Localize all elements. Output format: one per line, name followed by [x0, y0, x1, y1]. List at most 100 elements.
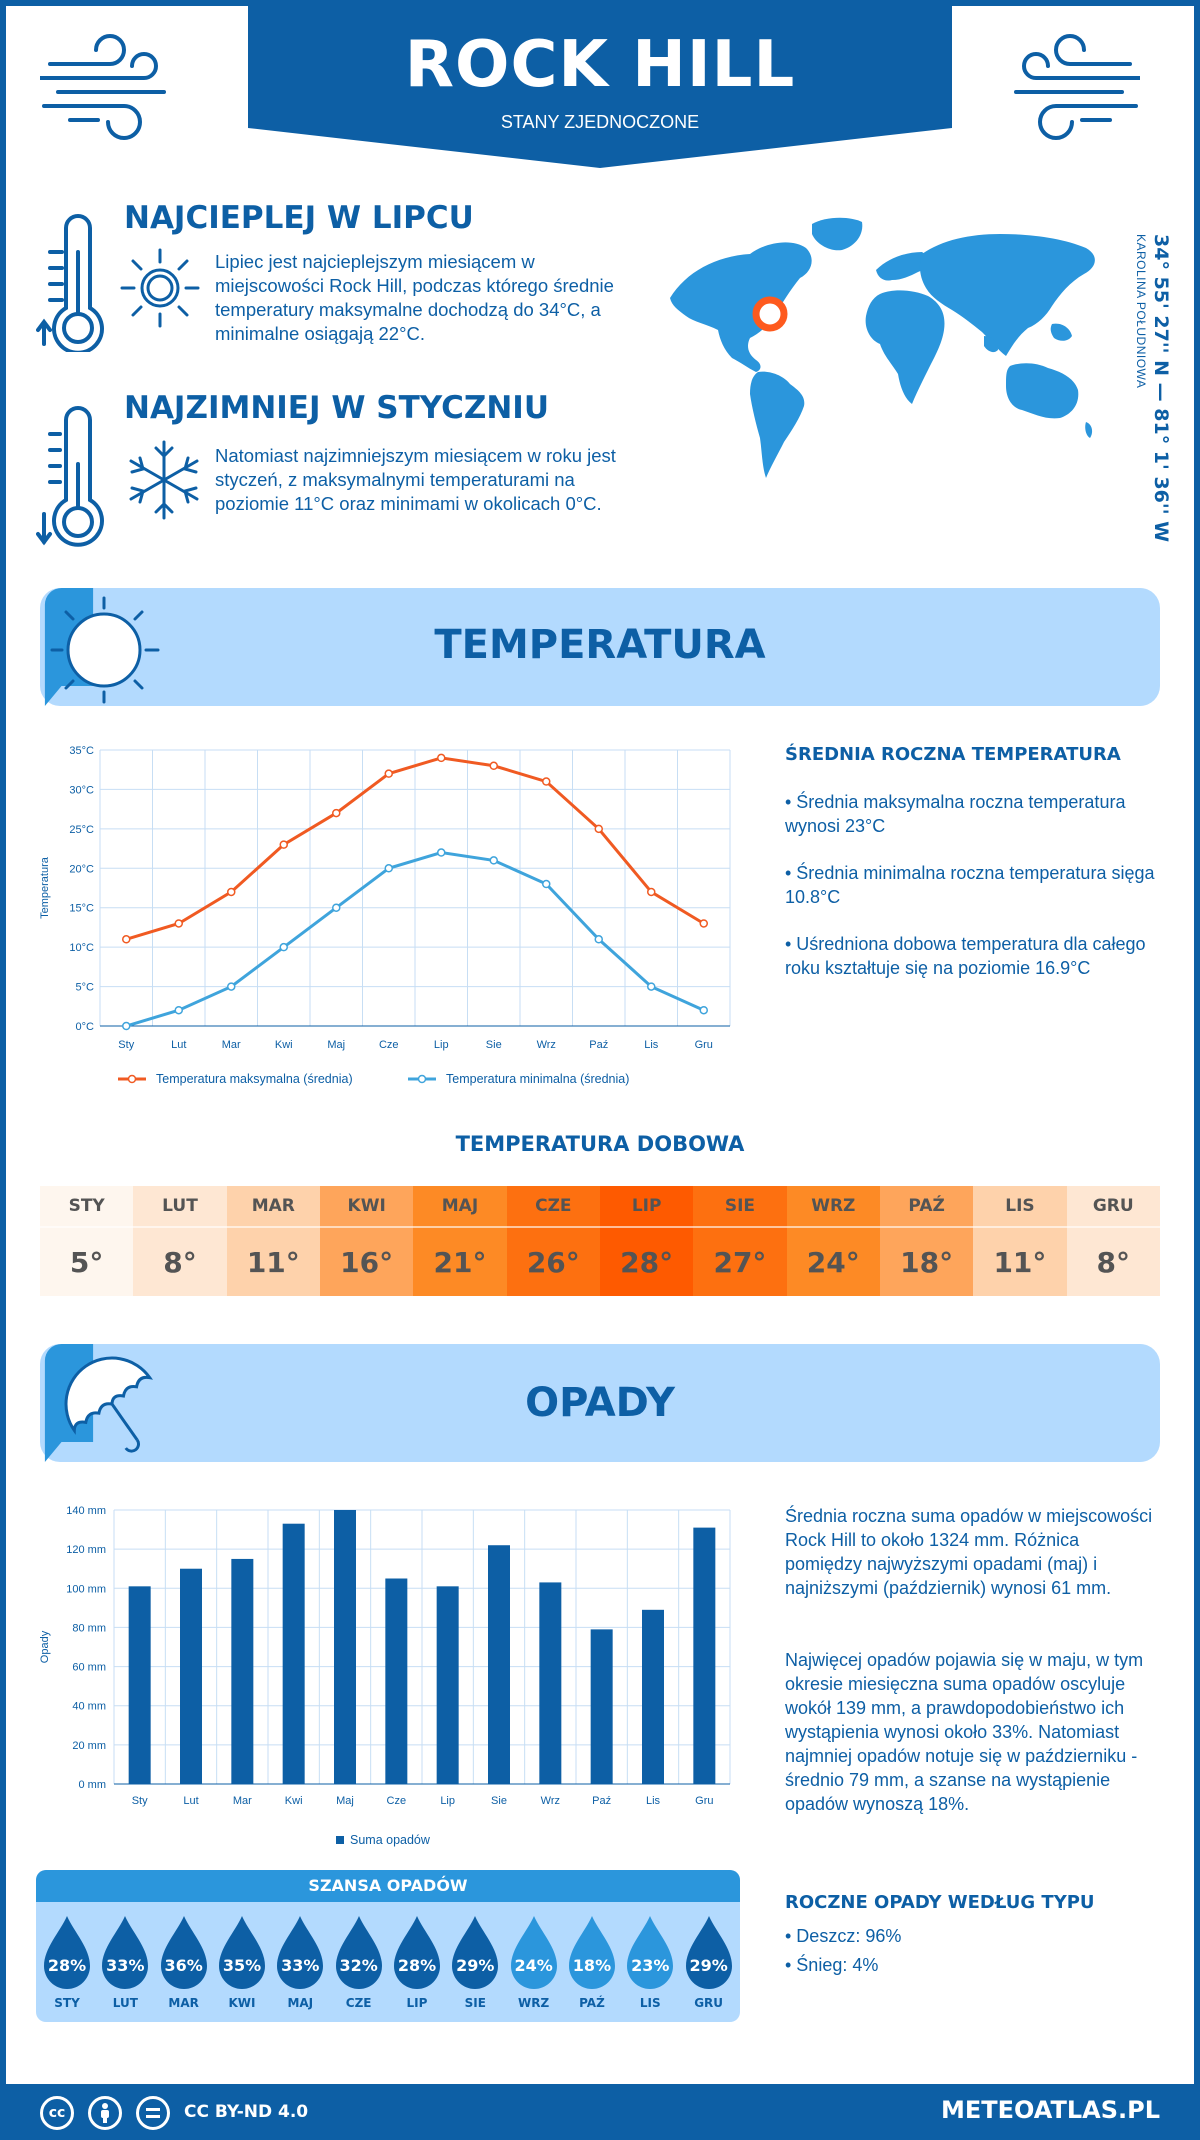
precip-chance-value: 33% — [106, 1956, 145, 1975]
data-point — [594, 824, 603, 834]
y-tick-label: 5°C — [76, 982, 95, 994]
precip-chance-month: GRU — [694, 1996, 724, 2010]
x-tick-label: Sie — [486, 1039, 502, 1051]
y-tick-label: 15°C — [69, 903, 94, 915]
data-point — [489, 856, 498, 865]
precip-summary: Średnia roczna suma opadów w miejscowośc… — [785, 1506, 1153, 1598]
data-point — [227, 887, 236, 897]
precip-chance-value: 23% — [631, 1956, 670, 1975]
precip-chance-value: 33% — [281, 1956, 320, 1975]
daily-temp-cell: MAR 11° — [226, 1186, 320, 1296]
data-point — [594, 935, 603, 944]
daily-temp-month: PAŹ — [879, 1186, 974, 1226]
y-tick-label: 60 mm — [72, 1662, 106, 1674]
legend-label: Temperatura maksymalna (średnia) — [156, 1072, 353, 1086]
precip-type-title: ROCZNE OPADY WEDŁUG TYPU — [785, 1892, 1095, 1913]
precip-band — [40, 1344, 1160, 1462]
precip-chance-item: 35% KWI — [213, 1914, 271, 2014]
data-point — [384, 769, 393, 778]
legend-marker — [127, 1074, 137, 1084]
precip-bar — [334, 1510, 356, 1784]
x-tick-label: Sty — [118, 1039, 134, 1051]
daily-temp-value: 11° — [226, 1226, 320, 1296]
daily-temp-cell: MAJ 21° — [413, 1186, 507, 1296]
site-link[interactable]: METEOATLAS.PL — [940, 2096, 1160, 2124]
daily-temp-month: MAJ — [413, 1186, 507, 1226]
hottest-text: Lipiec jest najcieplejszym miesiącem w m… — [215, 251, 614, 344]
raindrop-icon — [393, 1916, 440, 1989]
y-tick-label: 25°C — [69, 824, 94, 836]
precip-chance-item: 29% GRU — [680, 1914, 738, 2014]
precip-chance-value: 18% — [572, 1956, 612, 1975]
data-point — [122, 935, 131, 944]
precip-bar — [693, 1527, 716, 1784]
x-tick-label: Cze — [379, 1039, 399, 1051]
x-tick-label: Lis — [646, 1795, 661, 1807]
daily-temp-cell: GRU 8° — [1066, 1186, 1160, 1296]
x-tick-label: Mar — [222, 1039, 241, 1051]
data-point — [279, 840, 288, 849]
temperature-chart: 0°C 5°C 10°C 15°C 20°C 25°C 30°C 35°C Sty Lut Mar K… — [39, 745, 731, 1086]
precip-bar — [642, 1609, 664, 1784]
y-axis-label: Temperatura — [39, 856, 51, 919]
series-line-min — [125, 850, 705, 1028]
precip-chance-value: 24% — [514, 1956, 553, 1975]
precip-bar — [590, 1629, 613, 1784]
wind-icon-left — [40, 34, 166, 140]
precip-bar — [539, 1582, 562, 1784]
daily-temp-value: 18° — [879, 1226, 974, 1296]
precip-chance-item: 33% LUT — [96, 1914, 154, 2014]
license-text: CC BY-ND 4.0 — [184, 2102, 309, 2122]
x-tick-label: Wrz — [541, 1795, 560, 1807]
annual-temp-bullet-max: • Średnia maksymalna roczna temperatura … — [785, 792, 1126, 836]
precip-chance-month: SIE — [464, 1996, 486, 2010]
annual-temp-title: ŚREDNIA ROCZNA TEMPERATURA — [785, 744, 1121, 765]
x-tick-label: Maj — [336, 1795, 354, 1807]
x-tick-label: Lut — [183, 1795, 198, 1807]
raindrop-icon — [102, 1916, 149, 1989]
daily-temp-cell: PAŹ 18° — [879, 1186, 974, 1296]
hottest-title: NAJCIEPLEJ W LIPCU — [124, 200, 474, 236]
x-tick-label: Paź — [592, 1795, 611, 1807]
precip-title: OPADY — [525, 1380, 675, 1426]
umbrella-icon — [64, 1356, 153, 1453]
precip-chance-item: 23% LIS — [621, 1914, 679, 2014]
daily-temp-month: GRU — [1066, 1186, 1160, 1226]
x-tick-label: Mar — [233, 1795, 252, 1807]
precip-chance-item: 28% LIP — [388, 1914, 446, 2014]
daily-temp-month: LIP — [599, 1186, 694, 1226]
precip-chance-month: KWI — [228, 1996, 256, 2010]
daily-temp-cell: LIS 11° — [973, 1186, 1067, 1296]
y-tick-label: 0°C — [76, 1021, 95, 1033]
daily-temp-cell: STY 5° — [40, 1186, 134, 1296]
data-point — [437, 753, 446, 763]
x-tick-label: Wrz — [537, 1039, 556, 1051]
y-tick-label: 35°C — [69, 745, 94, 757]
data-point — [647, 887, 656, 897]
y-tick-label: 100 mm — [66, 1583, 106, 1595]
data-point — [489, 761, 498, 771]
series-line-max — [125, 756, 705, 941]
precip-chance-value: 32% — [339, 1956, 378, 1975]
x-tick-label: Lip — [434, 1039, 449, 1051]
precip-details: Najwięcej opadów pojawia się w maju, w t… — [785, 1650, 1144, 1814]
precip-chance-item: 29% SIE — [446, 1914, 504, 2014]
daily-temp-value: 26° — [506, 1226, 600, 1296]
coordinates: 34° 55' 27'' N — 81° 1' 36'' W — [1150, 234, 1172, 543]
location-marker — [752, 296, 788, 332]
coldest-title: NAJZIMNIEJ W STYCZNIU — [124, 390, 549, 426]
daily-temp-cell: CZE 26° — [506, 1186, 600, 1296]
precip-chance-month: LUT — [112, 1996, 138, 2010]
daily-temp-value: 27° — [693, 1226, 787, 1296]
snowflake-icon — [129, 440, 199, 520]
precip-bar — [180, 1568, 202, 1784]
precip-chance-value: 29% — [689, 1956, 728, 1975]
y-tick-label: 80 mm — [72, 1622, 106, 1634]
daily-temp-value: 8° — [133, 1226, 227, 1296]
y-tick-label: 20°C — [69, 863, 94, 875]
y-tick-label: 30°C — [69, 784, 94, 796]
daily-temp-month: LIS — [973, 1186, 1067, 1226]
y-tick-label: 140 mm — [66, 1505, 106, 1517]
precip-chance-value: 36% — [164, 1956, 203, 1975]
data-point — [227, 982, 236, 991]
